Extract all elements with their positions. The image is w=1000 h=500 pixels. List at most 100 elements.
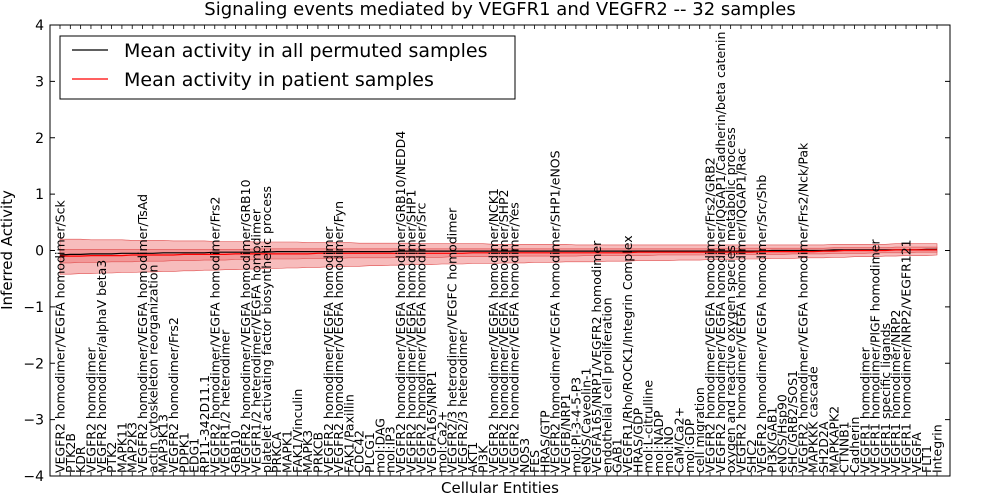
x-tick-label: VEGFR2 homodimer/VEGFA homodimer/Yes (507, 202, 522, 473)
x-tick-label: mol:IP3 (383, 426, 398, 473)
x-tick-label: cell migration (692, 387, 707, 473)
x-tick-label: FAK1/Paxillin (341, 394, 356, 473)
y-tick-label: 3 (35, 74, 44, 90)
x-tick-label: MAPK11 (114, 422, 129, 473)
x-tick-label: CDC42 (352, 430, 367, 473)
y-tick-label: −2 (23, 356, 44, 372)
x-tick-label: VEGFR2 homodimer/VEGFA homodimer/Frs2/Nc… (795, 142, 810, 473)
x-tick-label: mol:PI-3-4-5-P3 (568, 377, 583, 473)
x-tick-label: VEGFR2 homodimer/VEGFA homodimer (321, 226, 336, 473)
x-tick-label: RP11-342D11.1 (197, 375, 212, 473)
x-tick-label: actin cytoskeleton reorganization (145, 265, 160, 474)
y-tick-label: 1 (35, 187, 44, 203)
x-tick-label: PDPK1 (176, 432, 191, 473)
x-tick-label: CTNNB1 (837, 421, 852, 473)
x-tick-label: mol:NO (661, 426, 676, 473)
x-tick-label: NOS3 (517, 438, 532, 473)
x-tick-label: eNOS/Caveolin-1 (579, 368, 594, 473)
x-tick-label: VEGFR2 homodimer/VEGFA homodimer/SHP1/eN… (548, 150, 563, 473)
chart-title: Signaling events mediated by VEGFR1 and … (204, 0, 795, 20)
x-tick-label: EDG1 (187, 438, 202, 473)
series-line-patient (60, 249, 937, 257)
x-tick-label: VEGFR2 homodimer/VEGFA homodimer/Frs2 (207, 196, 222, 473)
x-tick-label: mol:L-citrulline (641, 380, 656, 473)
x-tick-label: PTK2B (63, 433, 78, 473)
x-tick-label: VEGFR2 homodimer (84, 346, 99, 473)
x-tick-label: VEGFR2 homodimer/VEGFA homodimer/Sck (53, 200, 68, 473)
x-tick-label: VEGFR2 homodimer/VEGFA homodimer/GRB10 (238, 179, 253, 473)
x-tick-label: MAPK1 (280, 430, 295, 473)
y-tick-label: 2 (35, 131, 44, 147)
legend-box (59, 35, 516, 100)
x-tick-label: VEGFR2 homodimer/VEGFA homodimer/TsAd (135, 194, 150, 473)
x-tick-label: VEGFR1 homodimer (857, 346, 872, 473)
x-tick-label: PI3K (476, 445, 491, 473)
x-tick-label: VEGFR2 homodimer/VEGFA homodimer/IQGAP1/… (734, 148, 749, 473)
x-tick-label: VEGFR2 homodimer/VEGFA homodimer/SHP1 (403, 189, 418, 473)
x-tick-label: VEGFR2 homodimer/VEGFA homodimer/IQGAP1/… (713, 32, 728, 473)
legend: Mean activity in all permuted samples Me… (59, 35, 516, 100)
x-tick-label: VEGFR2/3 heterodimer/VEGFC homodimer (445, 207, 460, 473)
x-tick-label: AKT1 (465, 442, 480, 473)
x-tick-label: endothelial cell proliferation (599, 297, 614, 472)
x-tick-label: VEGFA (909, 432, 924, 473)
x-tick-label: VEGFR2 homodimer/VEGFA homodimer/GRB10/N… (393, 131, 408, 473)
x-tick-label: eNOS/Hsp90 (775, 394, 790, 473)
x-tick-label: HRAS/GDP (630, 407, 645, 473)
x-tick-label: VEGFR1 homodimer/NRP2/VEGFR121 (899, 239, 914, 473)
y-tick-label: −4 (23, 469, 44, 485)
y-tick-label: −3 (23, 413, 44, 429)
x-tick-label: MAPKKK cascade (806, 366, 821, 473)
x-tick-label: platelet activating factor biosynthetic … (259, 186, 274, 473)
x-tick-label: mol:Ca2+ (434, 411, 449, 473)
x-tick-label: PLCG1 (362, 432, 377, 473)
x-tick-label: VEGFR2 homodimer/VEGFA homodimer/SHP2 (496, 190, 511, 474)
series-lines (59, 248, 937, 257)
x-tick-label: SHC2 (744, 439, 759, 473)
x-tick-label: FES (527, 450, 542, 473)
x-tick-label: VEGFR1/2 heterodimer/VEGFA homodimer (249, 208, 264, 473)
series-line-permuted (59, 248, 937, 256)
x-tick-label: CaM/Ca2+ (672, 407, 687, 473)
x-tick-label: MAPKAPK2 (826, 406, 841, 473)
x-tick-label: PRKCA (269, 432, 284, 473)
x-tick-label: FLT1 (919, 445, 934, 473)
x-tick-label: MAP3K13 (156, 414, 171, 473)
y-axis: −4 −3 −2 −1 0 1 2 3 4 (23, 18, 950, 485)
y-tick-label: −1 (23, 300, 44, 316)
x-tick-label: oxygen and reactive oxygen species metab… (723, 127, 738, 473)
x-tick-label: VEGFA165/NRP1/VEGFR2 homodimer (589, 240, 604, 473)
x-tick-label: VEGFB/NRP1 (558, 393, 573, 473)
x-tick-label: VEGFA165/NRP1 (424, 371, 439, 473)
x-tick-label: MAPK3 (300, 430, 315, 473)
x-tick-label: VEGFR2 homodimer/VEGFA homodimer/Src (414, 203, 429, 473)
x-tick-label: Cadherin (847, 417, 862, 473)
y-tick-label: 0 (35, 244, 44, 260)
y-axis-label: Inferred Activity (0, 190, 16, 310)
x-tick-label: VEGFR2 homodimer/VEGFA homodimer/Frs2/GR… (703, 157, 718, 473)
x-tick-label: MAP2K3 (125, 422, 140, 473)
legend-label-permuted: Mean activity in all permuted samples (124, 40, 487, 62)
x-tick-label: VEGFR1 homodimer/NRP2 (888, 309, 903, 472)
x-tick-label: GAB1 (610, 438, 625, 473)
x-tick-label: VEGFR2 homodimer/Frs2 (166, 317, 181, 473)
x-tick-label: VEGFR1 homodimer/PlGF homodimer (868, 239, 883, 473)
x-tick-label: mol:DAG (372, 418, 387, 473)
x-tick-label: PTK2 (104, 442, 119, 473)
x-tick-label: PRKCB (310, 432, 325, 473)
x-tick-label: VEGFR2/3 heterodimer (455, 329, 470, 473)
x-axis-label: Cellular Entities (441, 479, 559, 497)
legend-label-patient: Mean activity in patient samples (124, 69, 434, 91)
x-tick-label: SH2D2A (816, 421, 831, 473)
x-tick-label: mol:NADP (651, 410, 666, 473)
x-tick-label: GRB10 (228, 430, 243, 473)
x-tick-label: SHC/GRB2/SOS1 (785, 370, 800, 473)
x-tick-label: mol:GDP (682, 418, 697, 473)
x-axis: VEGFR2 homodimer/VEGFA homodimer/SckPTK2… (53, 25, 945, 476)
x-tick-label: VEGFR1/2 heterodimer (218, 329, 233, 473)
x-tick-label: FAK1/Vinculin (290, 389, 305, 473)
y-tick-label: 4 (35, 18, 44, 34)
x-tick-label: VEGFR2 homodimer/VEGFA homodimer/NCK1 (486, 188, 501, 473)
x-tick-label: Integrin (930, 424, 945, 473)
